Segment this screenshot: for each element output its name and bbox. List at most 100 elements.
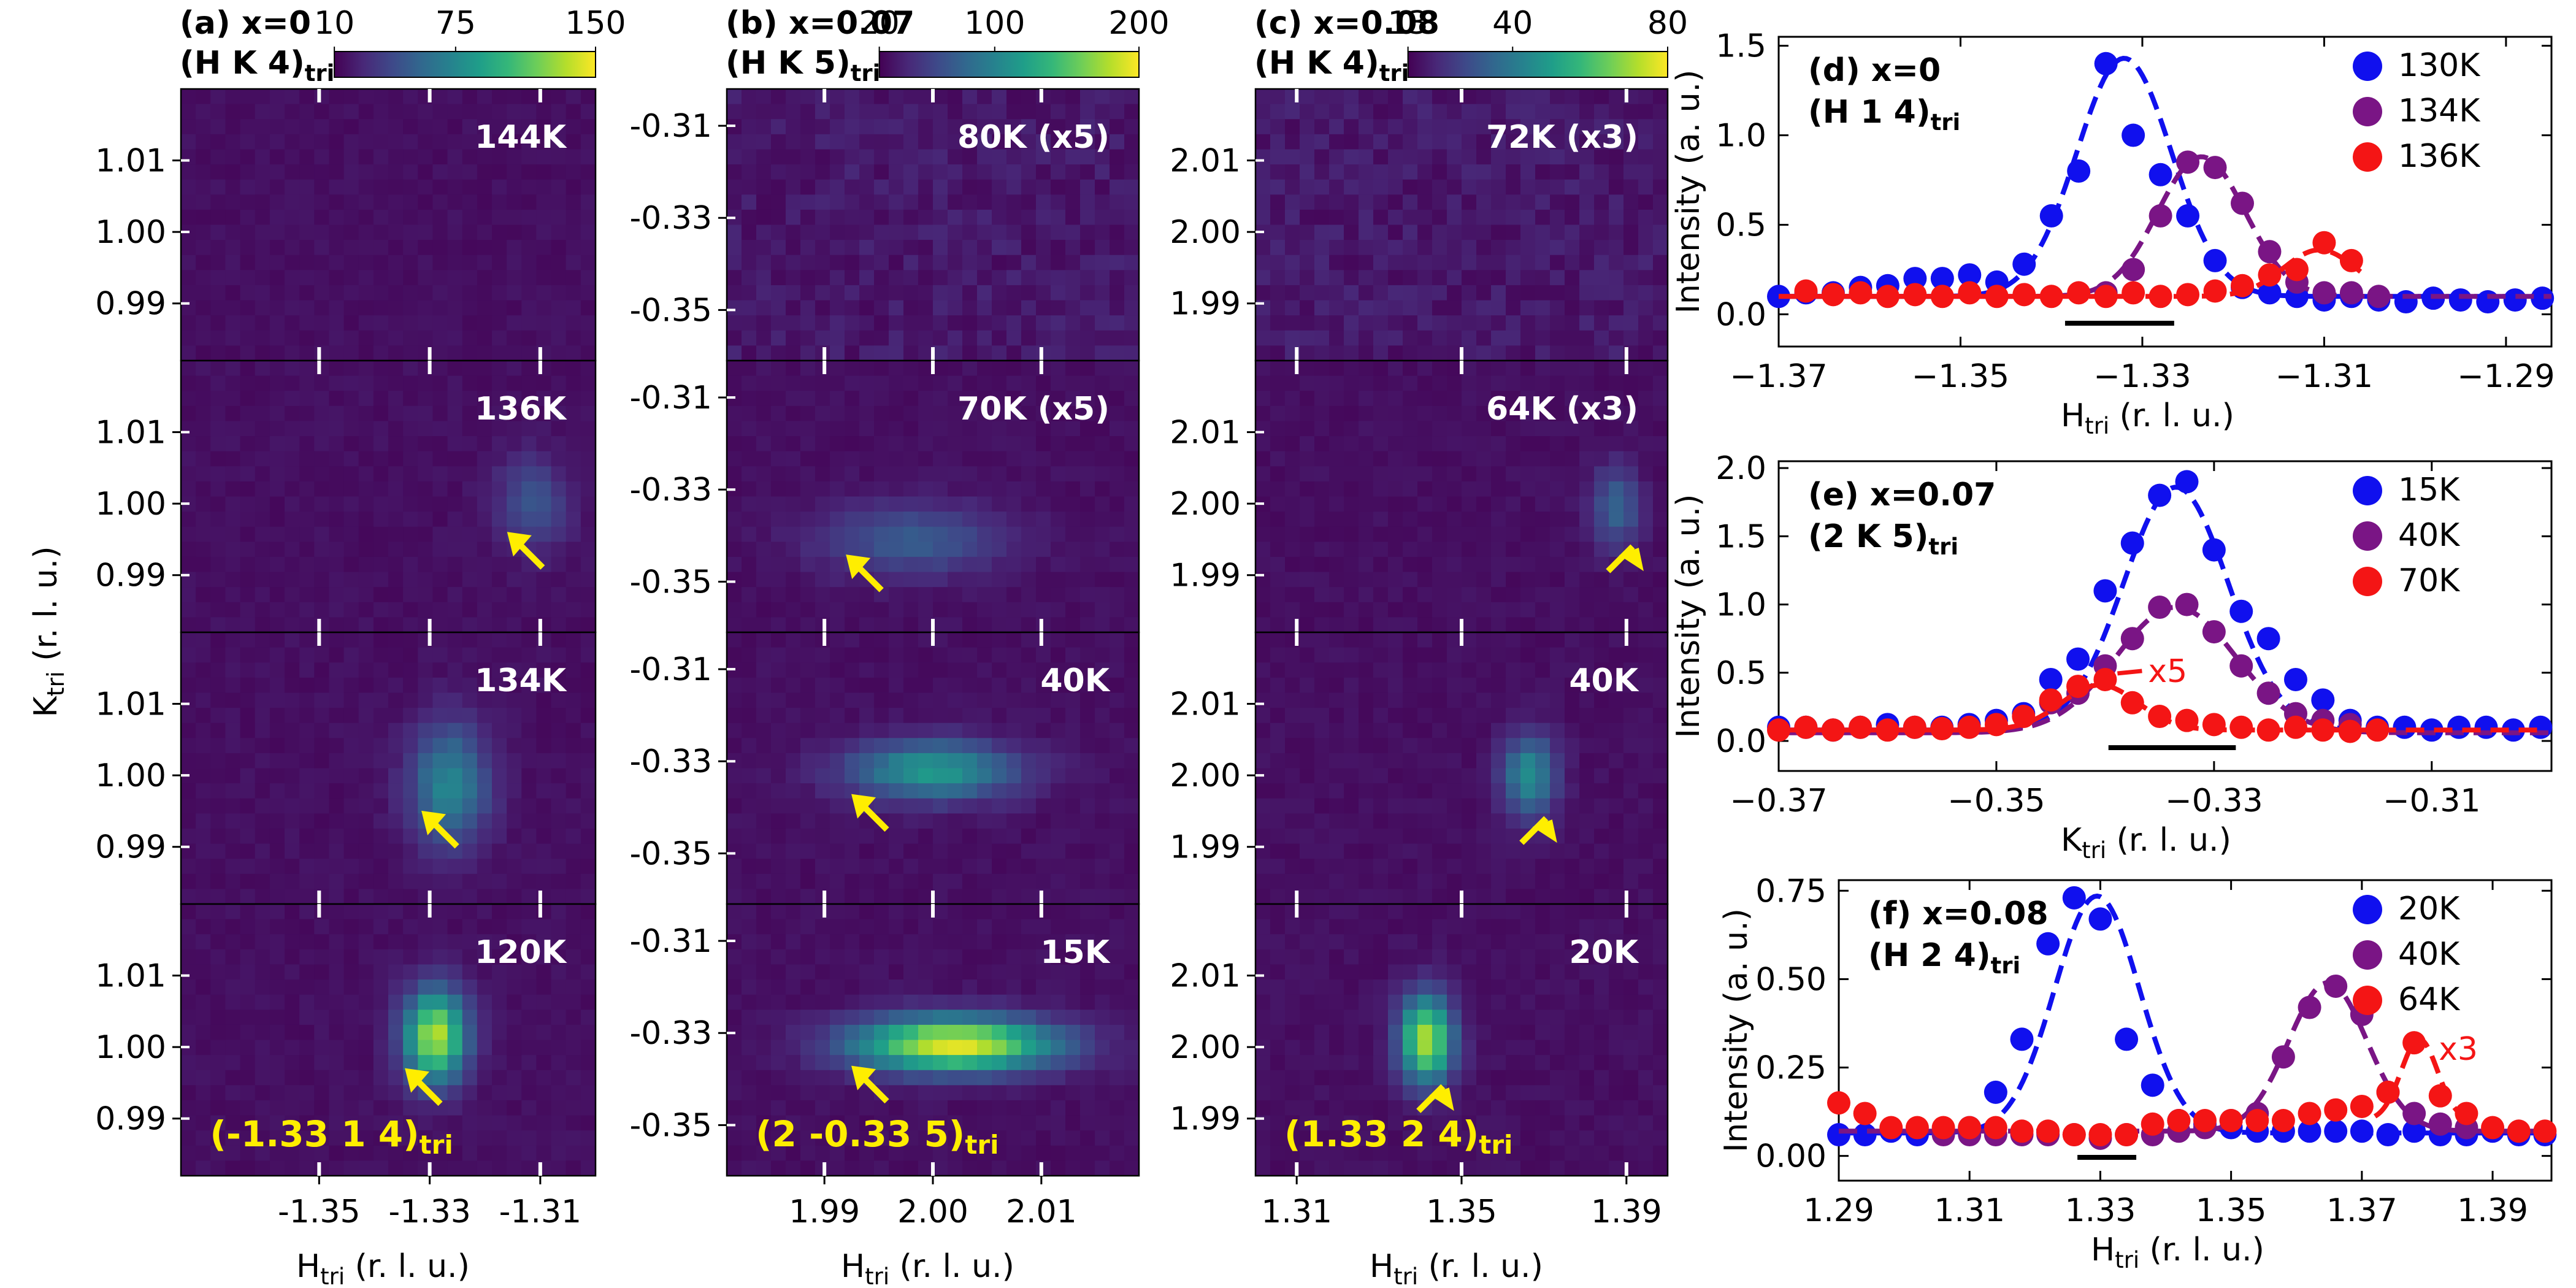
heatmap-cell: [1594, 345, 1609, 361]
heatmap-cell: [786, 1085, 801, 1101]
heatmap-cell: [903, 723, 919, 738]
heatmap-cell: [358, 572, 374, 588]
heatmap-cell: [1417, 209, 1433, 226]
heatmap-cell: [373, 768, 389, 784]
heatmap-cell: [196, 436, 211, 452]
heatmap-cell: [373, 632, 389, 648]
heatmap-cell: [786, 526, 801, 542]
heatmap-cell: [727, 1160, 742, 1176]
heatmap-cell: [1344, 224, 1359, 240]
heatmap-cell: [477, 466, 493, 482]
heatmap-cell: [1417, 391, 1433, 407]
heatmap-cell: [240, 1055, 256, 1071]
heatmap-cell: [1447, 179, 1462, 195]
heatmap-cell: [1065, 1055, 1081, 1071]
heatmap-cell: [1535, 436, 1551, 452]
heatmap-cell: [1080, 889, 1095, 905]
heatmap-cell: [388, 783, 404, 799]
heatmap-cell: [845, 315, 860, 331]
heatmap-cell: [521, 224, 537, 240]
heatmap-cell: [225, 496, 241, 512]
heatmap-cell: [196, 873, 211, 889]
heatmap-cell: [565, 466, 581, 482]
heatmap-cell: [447, 285, 463, 301]
heatmap-cell: [918, 587, 933, 603]
heatmap-cell: [1006, 692, 1022, 708]
heatmap-cell: [933, 300, 948, 316]
heatmap-cell: [1110, 345, 1125, 361]
heatmap-cell: [240, 542, 256, 558]
heatmap-cell: [210, 1024, 226, 1041]
heatmap-cell: [432, 587, 448, 603]
heatmap-cell: [403, 708, 418, 724]
heatmap-cell: [771, 843, 786, 859]
heatmap-cell: [477, 949, 493, 965]
heatmap-cell: [1124, 542, 1140, 558]
heatmap-cell: [418, 783, 434, 799]
heatmap-cell: [1388, 375, 1403, 391]
heatmap-cell: [462, 904, 478, 920]
heatmap-cell: [1594, 224, 1609, 240]
heatmap-cell: [889, 1145, 904, 1161]
heatmap-cell: [727, 783, 742, 799]
heatmap-cell: [1476, 240, 1492, 256]
heatmap-cell: [255, 572, 270, 588]
heatmap-row: [181, 632, 596, 905]
heatmap-cell: [521, 421, 537, 437]
heatmap-cell: [1565, 315, 1580, 331]
heatmap-cell: [580, 798, 596, 814]
heatmap-cell: [565, 1055, 581, 1071]
heatmap-cell: [977, 526, 992, 542]
heatmap-cell: [343, 768, 359, 784]
heatmap-cell: [771, 602, 786, 618]
heatmap-cell: [727, 617, 742, 633]
heatmap-cell: [373, 1085, 389, 1101]
heatmap-cell: [756, 828, 772, 845]
heatmap-cell: [815, 481, 830, 497]
heatmap-cell: [551, 979, 567, 995]
heatmap-cell: [874, 164, 889, 180]
heatmap-cell: [786, 572, 801, 588]
heatmap-cell: [815, 1085, 830, 1101]
heatmap-cell: [373, 451, 389, 467]
heatmap-cell: [1373, 330, 1389, 346]
heatmap-cell: [1329, 270, 1344, 286]
heatmap-cell: [889, 119, 904, 135]
heatmap-cell: [992, 798, 1007, 814]
heatmap-cell: [845, 330, 860, 346]
heatmap-cell: [918, 964, 933, 980]
heatmap-cell: [299, 934, 315, 950]
heatmap-cell: [1095, 89, 1110, 105]
heatmap-cell: [388, 405, 404, 422]
heatmap-cell: [859, 1130, 875, 1146]
heatmap-cell: [948, 647, 963, 663]
heatmap-cell: [830, 149, 845, 165]
heatmap-cell: [255, 1010, 270, 1025]
heatmap-cell: [432, 481, 448, 497]
heatmap-cell: [859, 164, 875, 180]
heatmap-cell: [1432, 119, 1447, 135]
colorbar-tick-label: 10: [314, 5, 355, 42]
heatmap-cell: [551, 345, 567, 361]
heatmap-cell: [418, 934, 434, 950]
heatmap-cell: [742, 647, 757, 663]
heatmap-cell: [1095, 255, 1110, 270]
heatmap-cell: [210, 572, 226, 588]
heatmap-cell: [992, 375, 1007, 391]
heatmap-cell: [918, 919, 933, 935]
heatmap-cell: [210, 677, 226, 694]
heatmap-cell: [800, 1010, 816, 1025]
heatmap-cell: [1065, 677, 1081, 694]
heatmap-cell: [418, 708, 434, 724]
heatmap-cell: [299, 481, 315, 497]
heatmap-cell: [977, 662, 992, 678]
heatmap-cell: [403, 345, 418, 361]
heatmap-cell: [1124, 662, 1140, 678]
heatmap-cell: [786, 209, 801, 226]
heatmap-cell: [565, 753, 581, 769]
heatmap-cell: [1579, 421, 1595, 437]
heatmap-cell: [447, 1130, 463, 1146]
heatmap-cell: [962, 723, 978, 738]
heatmap-cell: [830, 979, 845, 995]
heatmap-cell: [977, 979, 992, 995]
